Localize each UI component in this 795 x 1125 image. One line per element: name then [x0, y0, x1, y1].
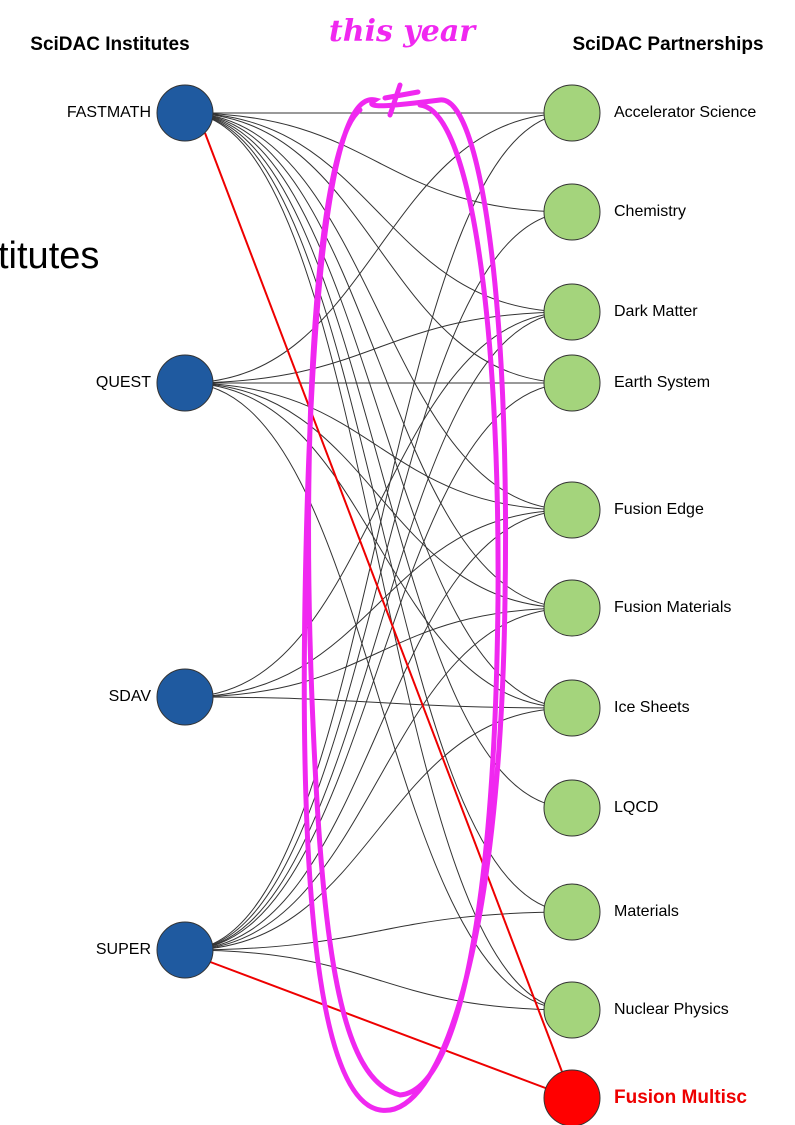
side-text: titutes [0, 235, 99, 277]
partnership-label: Ice Sheets [614, 699, 690, 716]
edge [184, 311, 573, 698]
partnership-node [543, 283, 601, 341]
partnership-label: Accelerator Science [614, 104, 756, 121]
institute-node [156, 921, 214, 979]
highlight-loop [301, 82, 509, 1113]
annotation: this year [329, 14, 477, 49]
nodes: FASTMATH QUEST SDAV SUPER Accelerator Scienc… [67, 84, 756, 1125]
partnership-label: Fusion Edge [614, 501, 704, 518]
partnership-label: Earth System [614, 374, 710, 391]
institute-node [156, 668, 214, 726]
partnership-label: LQCD [614, 799, 658, 816]
partnership-label: Nuclear Physics [614, 1001, 729, 1018]
partnership-node [543, 883, 601, 941]
edge [184, 382, 573, 511]
new-edge [204, 959, 573, 1099]
partnership-node [543, 779, 601, 837]
edge [184, 382, 573, 1011]
edge [184, 696, 573, 709]
institute-label: FASTMATH [67, 104, 151, 121]
edge [184, 382, 573, 609]
partnership-label: Materials [614, 903, 679, 920]
edges [184, 112, 573, 1099]
edge [184, 607, 573, 951]
institute-label: SDAV [109, 688, 152, 705]
edge [184, 112, 573, 384]
left-title: SciDAC Institutes [30, 34, 189, 55]
edge [184, 112, 573, 609]
new-partnership-label: Fusion Multisc [614, 1087, 747, 1108]
edge [184, 382, 573, 709]
edge [184, 311, 573, 384]
institute-label: SUPER [96, 941, 151, 958]
partnership-node [543, 981, 601, 1039]
institute-label: QUEST [96, 374, 151, 391]
partnership-node [543, 579, 601, 637]
partnership-label: Fusion Materials [614, 599, 731, 616]
edge [184, 211, 573, 951]
edge [184, 949, 573, 1011]
edge [184, 509, 573, 698]
partnership-node [543, 679, 601, 737]
partnership-node [543, 354, 601, 412]
edge [184, 112, 573, 1011]
edge [184, 382, 573, 951]
partnership-node [543, 481, 601, 539]
partnership-label: Chemistry [614, 203, 686, 220]
edge [184, 112, 573, 511]
new-partnership-node [543, 1069, 601, 1125]
edge [184, 112, 573, 213]
partnership-label: Dark Matter [614, 303, 698, 320]
edge [184, 112, 573, 809]
edge [184, 112, 573, 709]
edge [184, 112, 573, 913]
edge [184, 112, 573, 313]
institute-node [156, 84, 214, 142]
edge [184, 311, 573, 951]
new-edge [204, 132, 573, 1099]
edge [184, 911, 573, 951]
edge [184, 112, 573, 951]
institute-node [156, 354, 214, 412]
right-title: SciDAC Partnerships [572, 34, 763, 55]
partnership-node [543, 183, 601, 241]
partnership-node [543, 84, 601, 142]
